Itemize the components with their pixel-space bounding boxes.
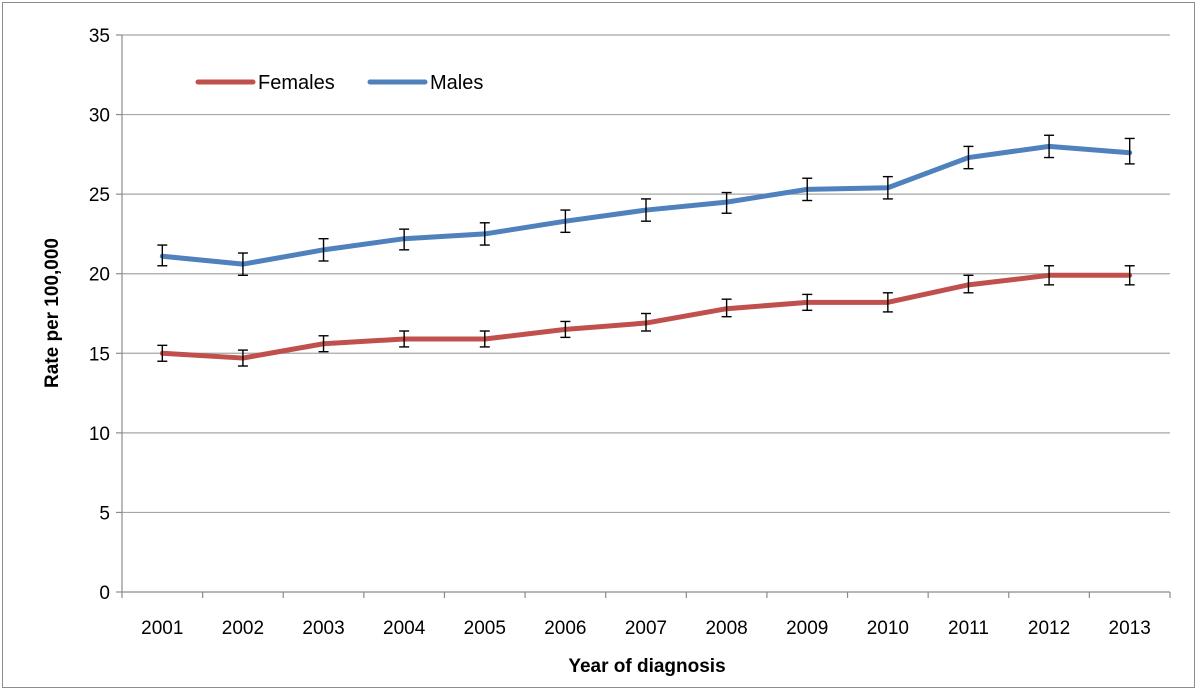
x-tick-label-2009: 2009 [786, 618, 828, 639]
x-tick-label-2010: 2010 [867, 618, 909, 639]
axes [116, 35, 1170, 598]
y-axis-title: Rate per 100,000 [42, 238, 63, 388]
x-tick-label-2008: 2008 [705, 618, 747, 639]
x-tick-label-2011: 2011 [948, 618, 989, 639]
y-tick-label: 10 [89, 424, 110, 445]
x-axis-title: Year of diagnosis [568, 656, 725, 677]
legend-item-males: Males [370, 72, 483, 94]
y-tick-label: 15 [89, 344, 110, 365]
x-tick-labels: 2001 2002 2003 2004 2005 2006 2007 2008 2009 2010… [141, 618, 1151, 639]
x-tick-label-2006: 2006 [544, 618, 586, 639]
x-tick-label-2001: 2001 [141, 618, 183, 639]
y-tick-label: 20 [89, 265, 110, 286]
x-tick-label-2012: 2012 [1028, 618, 1070, 639]
x-tick-label-2005: 2005 [464, 618, 506, 639]
x-tick-label-2004: 2004 [383, 618, 426, 639]
x-tick-label-2002: 2002 [222, 618, 264, 639]
y-tick-label: 0 [99, 583, 110, 604]
y-tick-labels: 0 5 10 15 20 25 30 35 [89, 26, 110, 604]
x-tick-label-2013: 2013 [1109, 618, 1151, 639]
legend: Females Males [198, 72, 483, 94]
y-tick-label: 5 [99, 503, 110, 524]
y-tick-label: 25 [89, 185, 110, 206]
legend-label-males: Males [430, 72, 483, 94]
x-tick-label-2003: 2003 [302, 618, 344, 639]
y-tick-label: 30 [89, 106, 110, 127]
legend-label-females: Females [258, 72, 335, 94]
legend-item-females: Females [198, 72, 335, 94]
y-tick-label: 35 [89, 26, 110, 47]
error-bars [157, 135, 1134, 366]
gridlines [122, 35, 1170, 512]
x-tick-label-2007: 2007 [625, 618, 667, 639]
